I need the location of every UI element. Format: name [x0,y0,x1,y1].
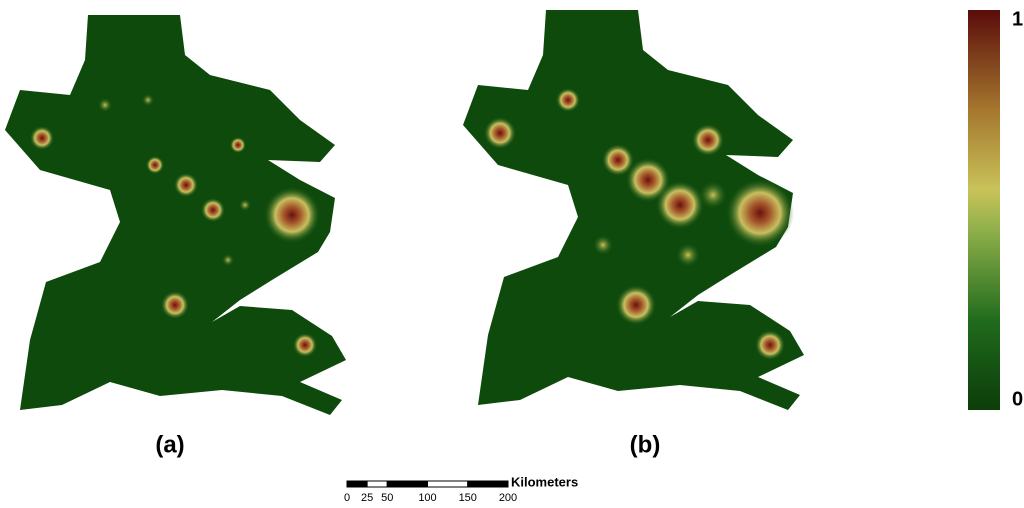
panel-label: (a) [155,431,184,458]
color-bar [968,10,1000,410]
scale-tick-label: 0 [344,492,350,504]
scale-tick-label: 100 [418,492,436,504]
legend-min: 0 [1012,388,1023,410]
scale-segment [467,480,509,488]
scale-unit: Kilometers [511,474,578,489]
scale-segment [386,480,428,488]
legend-max: 1 [1012,8,1023,30]
scale-segment [427,480,469,488]
scale-tick-label: 50 [381,492,393,504]
scale-tick-label: 200 [499,492,517,504]
legend: 10 [1012,8,1023,410]
scale-segment [346,480,368,488]
scale-tick-label: 25 [361,492,373,504]
scale-tick-label: 150 [459,492,477,504]
map-b [463,10,804,410]
scale-bar: 0 25 50 100 150 200 Kilometers [344,474,578,503]
scale-segment [366,480,388,488]
panel-label: (b) [630,431,661,458]
map-a [5,15,346,415]
